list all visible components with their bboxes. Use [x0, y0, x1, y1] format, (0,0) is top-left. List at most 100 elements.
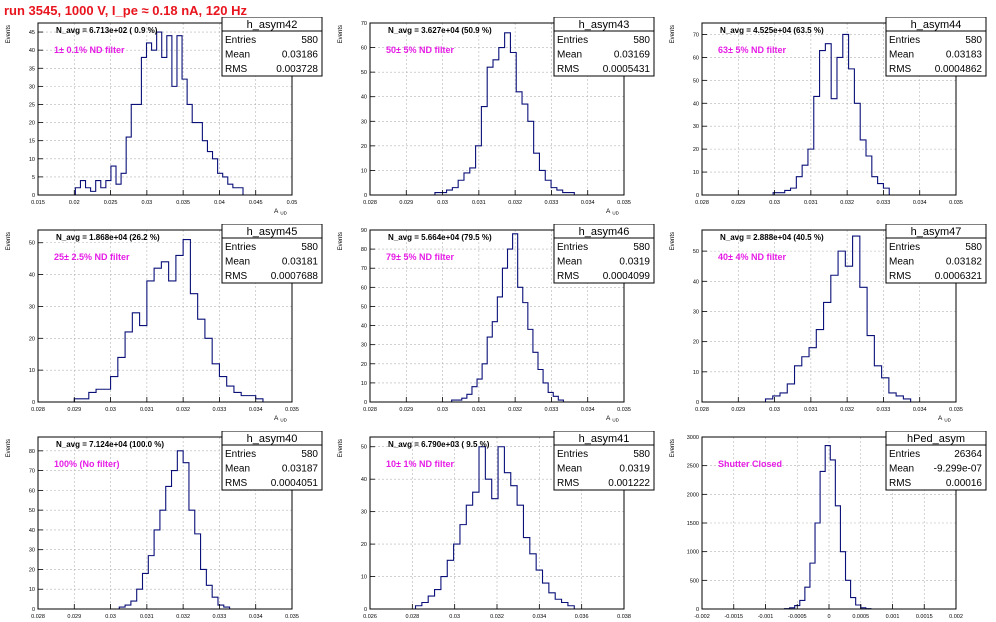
histogram-bin	[896, 396, 903, 402]
stats-key: Mean	[889, 50, 914, 61]
stats-key: RMS	[557, 64, 580, 75]
x-tick-label: -0.0005	[788, 614, 807, 620]
histogram-bin	[118, 357, 125, 402]
histogram-bin	[492, 322, 497, 402]
x-tick-label: 0.03	[105, 407, 116, 413]
stats-value: 580	[965, 35, 982, 46]
y-tick-label: 20	[29, 121, 35, 127]
y-tick-label: 30	[29, 548, 35, 554]
stats-key: Mean	[557, 50, 582, 61]
histogram-bin	[137, 589, 143, 609]
navg-label: N_avg = 5.664e+04 (79.5 %)	[388, 233, 492, 242]
histogram-bin	[815, 523, 820, 609]
panel-h-asym42: 0.015 0.02 0.025 0.03 0.035 0.04 0.045 0.05 0 5 10…	[0, 16, 330, 227]
histogram-bin	[553, 396, 558, 402]
stats-value: 0.03169	[614, 50, 651, 61]
histogram-bin	[473, 492, 479, 609]
histogram-bin	[516, 92, 522, 195]
stats-value: 0.0319	[619, 257, 650, 268]
stats-key: Entries	[889, 242, 920, 253]
x-tick-label: 0.031	[140, 614, 154, 620]
histogram-bin	[428, 596, 434, 609]
stats-key: Entries	[557, 242, 588, 253]
stats-box: h_asym41 Entries 580 Mean 0.0319 RMS 0.001222	[553, 430, 655, 491]
x-tick-label: 0.03	[105, 614, 116, 620]
stats-value: 0.0004862	[935, 64, 983, 75]
stats-box: h_asym46 Entries 580 Mean 0.0319 RMS 0.0004099	[553, 223, 655, 284]
x-tick-label: -0.001	[758, 614, 774, 620]
x-tick-label: 0.029	[399, 407, 413, 413]
histogram-bin	[814, 96, 820, 195]
y-tick-label: 35	[29, 66, 35, 72]
x-tick-label: 0.028	[363, 200, 377, 206]
filter-label: Shutter Closed	[718, 459, 782, 469]
histogram-svg: -0.002 -0.0015 -0.001 -0.0005 0 0.0005 0.001 0.…	[670, 430, 987, 620]
navg-label: N_avg = 4.525e+04 (63.5 %)	[720, 26, 824, 35]
y-tick-label: 50	[361, 304, 367, 310]
x-tick-label: 0.002	[949, 614, 963, 620]
histogram-bin	[172, 471, 178, 609]
histogram-svg: 0.028 0.029 0.03 0.031 0.032 0.033 0.034 0.035 0…	[6, 223, 323, 423]
y-tick-label: 5	[32, 175, 35, 181]
histogram-bin	[462, 398, 467, 402]
y-tick-label: 30	[29, 304, 35, 310]
histogram-bin	[212, 364, 219, 402]
histogram-bin	[183, 240, 190, 402]
histogram-name: h_asym44	[911, 19, 962, 31]
y-tick-label: 500	[690, 578, 699, 584]
histogram-bin	[528, 329, 533, 402]
histogram-bin	[80, 181, 85, 195]
y-tick-label: 50	[29, 508, 35, 514]
y-tick-label: 60	[361, 46, 367, 52]
panel-h-asym45: 0.028 0.029 0.03 0.031 0.032 0.033 0.034 0.035 0…	[0, 223, 330, 434]
histogram-bin	[147, 281, 154, 402]
stats-key: Mean	[225, 257, 250, 268]
y-axis-label: Events	[670, 25, 676, 43]
y-tick-label: 50	[693, 249, 699, 255]
stats-key: RMS	[225, 478, 248, 489]
histogram-bin	[452, 188, 458, 195]
histogram-bin	[143, 573, 149, 609]
x-tick-label: 0.0015	[916, 614, 933, 620]
y-tick-label: 70	[693, 32, 699, 38]
y-tick-label: 1500	[687, 521, 699, 527]
histogram-bin	[234, 392, 241, 402]
x-tick-label: 0.029	[731, 200, 745, 206]
x-tick-label: 0.031	[804, 407, 818, 413]
x-tick-label: 0.034	[532, 614, 546, 620]
y-tick-label: 20	[29, 567, 35, 573]
y-tick-label: 0	[696, 400, 699, 406]
histogram-name: h_asym41	[579, 433, 630, 445]
stats-value: 0.03186	[282, 50, 319, 61]
histogram-bin	[441, 577, 447, 609]
y-tick-label: 50	[361, 70, 367, 76]
histogram-bin	[101, 188, 106, 195]
x-tick-label: 0.03	[437, 200, 448, 206]
stats-box: h_asym42 Entries 580 Mean 0.03186 RMS 0.003728	[221, 16, 323, 77]
histogram-bin	[248, 396, 255, 402]
stats-value: 0.03182	[946, 257, 983, 268]
plot-frame	[369, 22, 625, 196]
x-tick-label: 0.02	[69, 200, 80, 206]
filter-label: 100% (No filter)	[54, 459, 120, 469]
navg-label: N_avg = 1.868e+04 (26.2 %)	[56, 233, 160, 242]
x-tick-label: 0.035	[617, 200, 631, 206]
histogram-bin	[481, 107, 487, 195]
histogram-bin	[795, 366, 802, 402]
histogram-bin	[96, 389, 103, 402]
stats-box-frame	[885, 430, 987, 491]
histogram-bin	[125, 332, 132, 402]
histogram-bin	[849, 69, 855, 195]
histogram-bin	[545, 180, 551, 195]
x-tick-label: 0.03	[449, 614, 460, 620]
histogram-bin	[96, 181, 101, 195]
panel-h-asym47: 0.028 0.029 0.03 0.031 0.032 0.033 0.034 0.035 0…	[664, 223, 994, 434]
stats-key: Mean	[889, 464, 914, 475]
y-tick-label: 30	[693, 124, 699, 130]
y-tick-label: 80	[361, 247, 367, 253]
stats-key: Entries	[225, 35, 256, 46]
y-tick-label: 10	[361, 168, 367, 174]
histogram-bin	[187, 104, 192, 195]
histogram-bin	[534, 153, 540, 195]
y-tick-label: 10	[29, 368, 35, 374]
